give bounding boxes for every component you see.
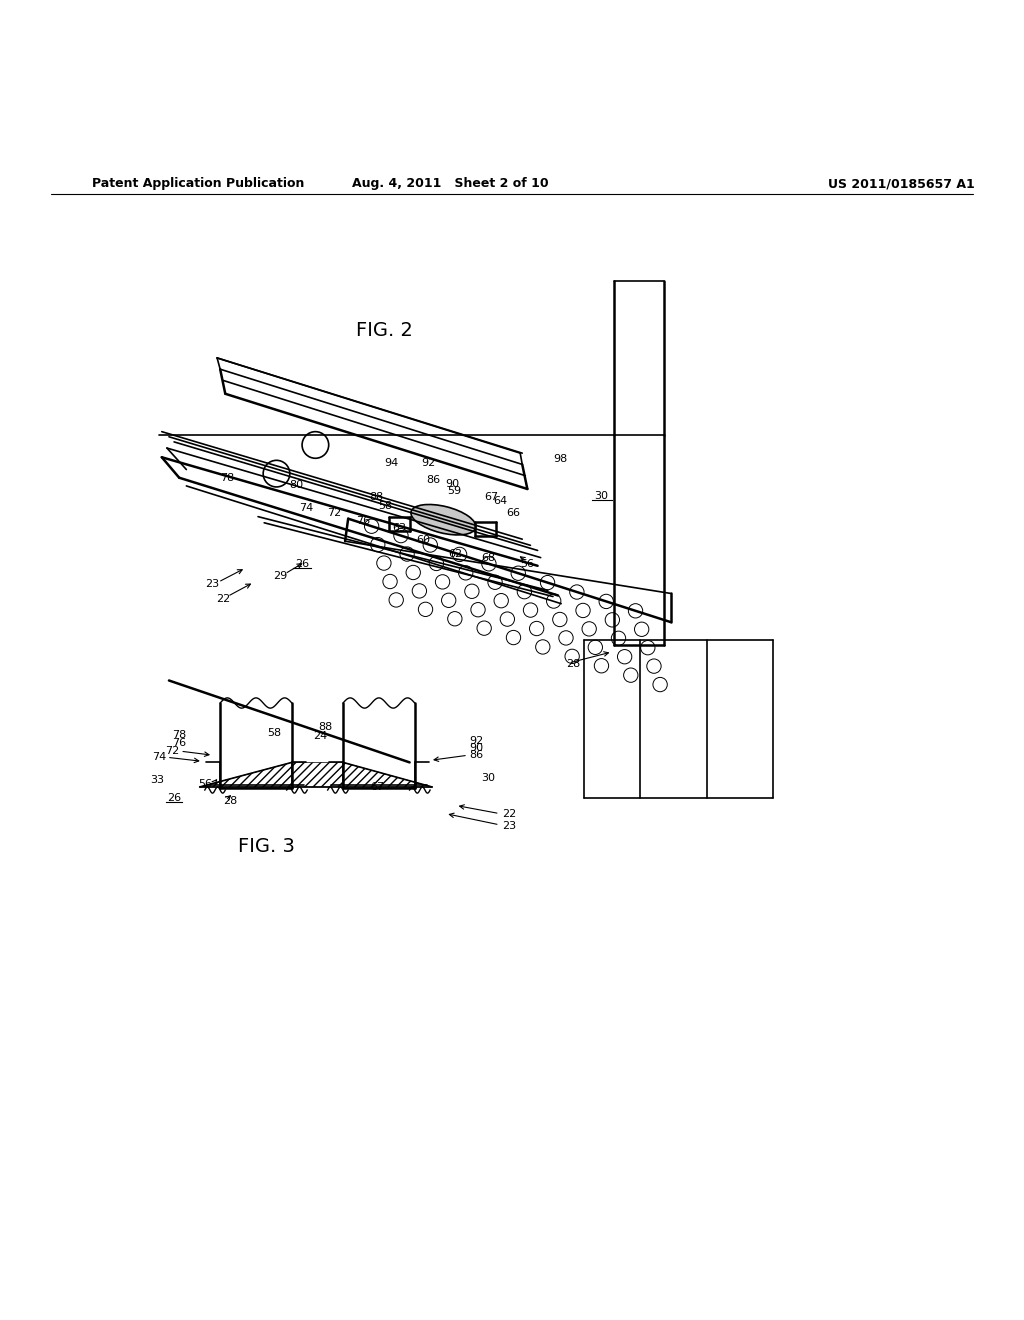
Text: 28: 28 bbox=[566, 659, 581, 669]
Text: 80: 80 bbox=[289, 480, 303, 490]
Text: 86: 86 bbox=[469, 750, 483, 760]
Text: 64: 64 bbox=[494, 496, 508, 507]
Text: 58: 58 bbox=[267, 727, 282, 738]
Text: 63: 63 bbox=[392, 523, 407, 533]
Text: 58: 58 bbox=[378, 502, 392, 511]
Text: 62: 62 bbox=[449, 549, 463, 558]
Text: 92: 92 bbox=[469, 735, 483, 746]
Text: 88: 88 bbox=[318, 722, 333, 731]
Text: 72: 72 bbox=[327, 508, 341, 517]
Text: 23: 23 bbox=[205, 579, 219, 589]
Text: 23: 23 bbox=[502, 821, 516, 830]
Text: 90: 90 bbox=[469, 743, 483, 754]
Text: 76: 76 bbox=[172, 738, 186, 748]
Text: 67: 67 bbox=[370, 781, 384, 792]
Text: 59: 59 bbox=[447, 486, 462, 496]
Text: 92: 92 bbox=[421, 458, 435, 469]
Text: FIG. 2: FIG. 2 bbox=[355, 321, 413, 339]
Text: 22: 22 bbox=[216, 594, 230, 603]
Text: FIG. 3: FIG. 3 bbox=[238, 837, 295, 855]
Text: 67: 67 bbox=[484, 492, 499, 502]
Text: 74: 74 bbox=[152, 752, 166, 762]
Text: 86: 86 bbox=[426, 475, 440, 484]
Text: 28: 28 bbox=[223, 796, 238, 807]
Text: 30: 30 bbox=[481, 772, 496, 783]
Text: 66: 66 bbox=[506, 508, 520, 517]
Text: 78: 78 bbox=[220, 473, 234, 483]
Text: 90: 90 bbox=[445, 479, 460, 488]
Ellipse shape bbox=[411, 504, 476, 535]
Text: 72: 72 bbox=[165, 746, 179, 756]
Text: 74: 74 bbox=[299, 503, 313, 513]
Text: 29: 29 bbox=[273, 572, 288, 581]
Text: 56: 56 bbox=[520, 558, 535, 569]
Text: 30: 30 bbox=[594, 491, 608, 502]
Text: 78: 78 bbox=[172, 730, 186, 739]
Text: 56: 56 bbox=[198, 779, 212, 789]
Text: Aug. 4, 2011   Sheet 2 of 10: Aug. 4, 2011 Sheet 2 of 10 bbox=[352, 177, 549, 190]
Text: 88: 88 bbox=[370, 492, 384, 502]
Text: 24: 24 bbox=[313, 731, 328, 741]
Text: 26: 26 bbox=[295, 558, 309, 569]
Text: 22: 22 bbox=[502, 809, 516, 818]
Text: 94: 94 bbox=[384, 458, 398, 469]
Text: US 2011/0185657 A1: US 2011/0185657 A1 bbox=[827, 177, 975, 190]
Text: 60: 60 bbox=[416, 535, 430, 545]
Text: 26: 26 bbox=[167, 793, 181, 804]
Text: 98: 98 bbox=[553, 454, 567, 465]
Text: Patent Application Publication: Patent Application Publication bbox=[92, 177, 304, 190]
Text: 76: 76 bbox=[356, 516, 371, 525]
Text: 33: 33 bbox=[150, 775, 164, 785]
Text: 68: 68 bbox=[481, 553, 496, 562]
